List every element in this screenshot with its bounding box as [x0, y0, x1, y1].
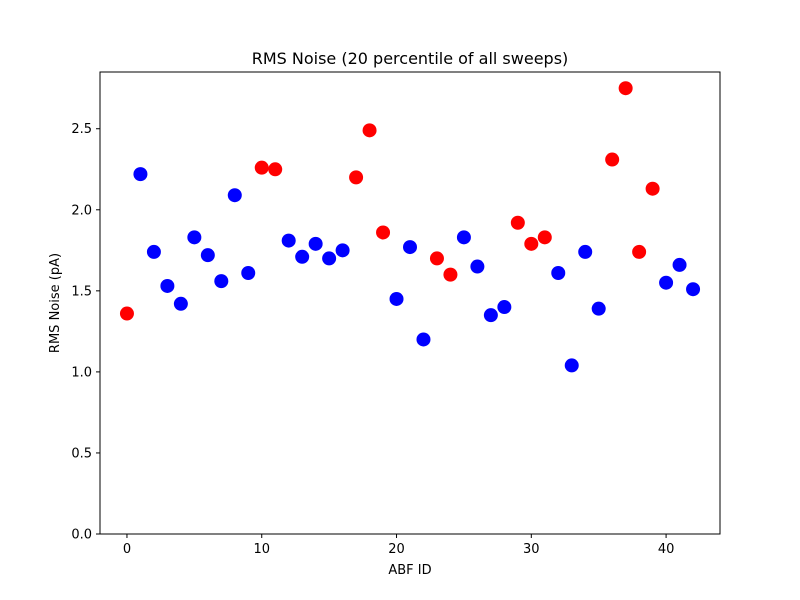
data-point-blue: [456, 230, 471, 245]
data-point-blue: [200, 248, 215, 263]
data-point-blue: [173, 296, 188, 311]
chart-title: RMS Noise (20 percentile of all sweeps): [252, 49, 569, 68]
y-tick-label: 2.5: [71, 122, 92, 137]
data-point-red: [618, 81, 633, 96]
data-point-blue: [322, 251, 337, 266]
data-point-blue: [416, 332, 431, 347]
data-point-blue: [403, 240, 417, 255]
data-point-red: [605, 152, 620, 167]
data-point-blue: [483, 308, 498, 323]
x-tick-label: 10: [253, 542, 270, 557]
y-tick-label: 1.5: [71, 284, 92, 299]
data-point-blue: [470, 259, 485, 274]
x-tick-label: 20: [388, 542, 405, 557]
x-tick-label: 0: [123, 542, 131, 557]
data-point-blue: [133, 167, 148, 182]
x-tick-label: 40: [658, 542, 675, 557]
data-point-red: [376, 225, 391, 240]
plot-frame: [99, 71, 721, 535]
y-axis-ticks: 0.0 0.5 1.0 1.5 2.0 2.5: [71, 122, 100, 543]
data-point-red: [429, 251, 444, 266]
data-point-blue: [295, 249, 310, 264]
data-point-blue: [214, 274, 229, 289]
data-point-blue: [227, 188, 242, 203]
data-point-blue: [591, 301, 606, 316]
data-point-blue: [241, 266, 256, 281]
data-point-red: [510, 215, 525, 230]
y-tick-label: 2.0: [71, 203, 92, 218]
data-point-blue: [497, 300, 512, 315]
data-point-red: [632, 244, 647, 259]
data-points: [119, 81, 701, 373]
data-point-blue: [187, 230, 202, 245]
data-point-blue: [160, 278, 175, 293]
y-tick-label: 0.0: [71, 528, 92, 543]
y-tick-label: 1.0: [71, 365, 92, 380]
data-point-blue: [564, 358, 579, 373]
data-point-red: [537, 230, 552, 245]
data-point-blue: [551, 266, 566, 281]
data-point-blue: [335, 243, 350, 258]
y-axis-label: RMS Noise (pA): [48, 253, 63, 353]
x-axis-ticks: 0 10 20 30 40: [123, 534, 675, 557]
x-tick-label: 30: [523, 542, 540, 557]
data-point-blue: [389, 291, 404, 306]
data-point-blue: [281, 233, 296, 248]
x-axis-label: ABF ID: [388, 563, 431, 578]
data-point-red: [362, 123, 377, 138]
data-point-blue: [672, 257, 687, 272]
data-point-blue: [659, 275, 674, 290]
data-point-red: [443, 267, 458, 282]
y-tick-label: 0.5: [71, 446, 92, 461]
data-point-blue: [686, 282, 701, 297]
data-point-red: [524, 236, 539, 251]
data-point-red: [645, 181, 660, 196]
data-point-blue: [578, 244, 593, 259]
data-point-blue: [146, 244, 161, 259]
data-point-red: [349, 170, 364, 185]
data-point-red: [268, 162, 283, 177]
data-point-red: [254, 160, 269, 175]
data-point-red: [119, 306, 134, 321]
data-point-blue: [308, 236, 323, 251]
